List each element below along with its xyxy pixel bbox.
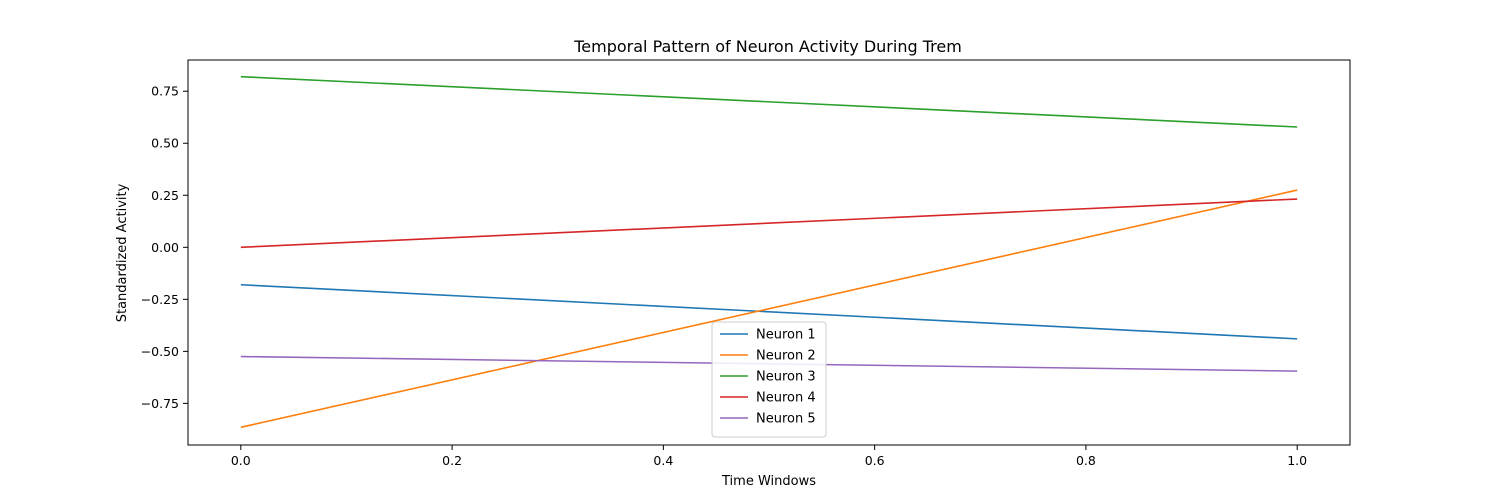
legend-box — [711, 321, 827, 438]
series-line-neuron-4 — [240, 198, 1298, 249]
x-tick-label: 0.8 — [1076, 453, 1096, 468]
chart-title: Temporal Pattern of Neuron Activity Duri… — [573, 37, 962, 56]
legend-label-neuron-4: Neuron 4 — [756, 391, 816, 406]
plot-frame — [187, 59, 1351, 446]
x-tick-label: 0.2 — [442, 453, 462, 468]
plot-area — [240, 75, 1298, 429]
y-tick-label: 0.25 — [151, 188, 179, 203]
series-line-neuron-2 — [240, 189, 1298, 429]
legend: Neuron 1 Neuron 2 Neuron 3 Neuron 4 Neuron 5 — [711, 321, 827, 438]
legend-label-neuron-3: Neuron 3 — [756, 370, 816, 385]
y-tick-label: −0.75 — [141, 396, 179, 411]
y-tick-label: −0.50 — [141, 344, 179, 359]
x-tick-label: 0.4 — [653, 453, 673, 468]
x-tick-label: 0.6 — [865, 453, 885, 468]
y-tick-label: −0.25 — [141, 292, 179, 307]
series-line-neuron-3 — [240, 75, 1298, 128]
legend-label-neuron-1: Neuron 1 — [756, 328, 816, 343]
y-tick-label: 0.75 — [151, 84, 179, 99]
legend-label-neuron-2: Neuron 2 — [756, 349, 816, 364]
x-axis-label: Time Windows — [721, 474, 816, 489]
series-line-neuron-1 — [240, 283, 1298, 340]
y-tick-label: 0.00 — [151, 240, 179, 255]
x-tick-label: 1.0 — [1287, 453, 1307, 468]
x-tick-label: 0.0 — [231, 453, 251, 468]
legend-label-neuron-5: Neuron 5 — [756, 412, 816, 427]
y-tick-label: 0.50 — [151, 136, 179, 151]
y-axis-label: Standardized Activity — [115, 183, 130, 322]
